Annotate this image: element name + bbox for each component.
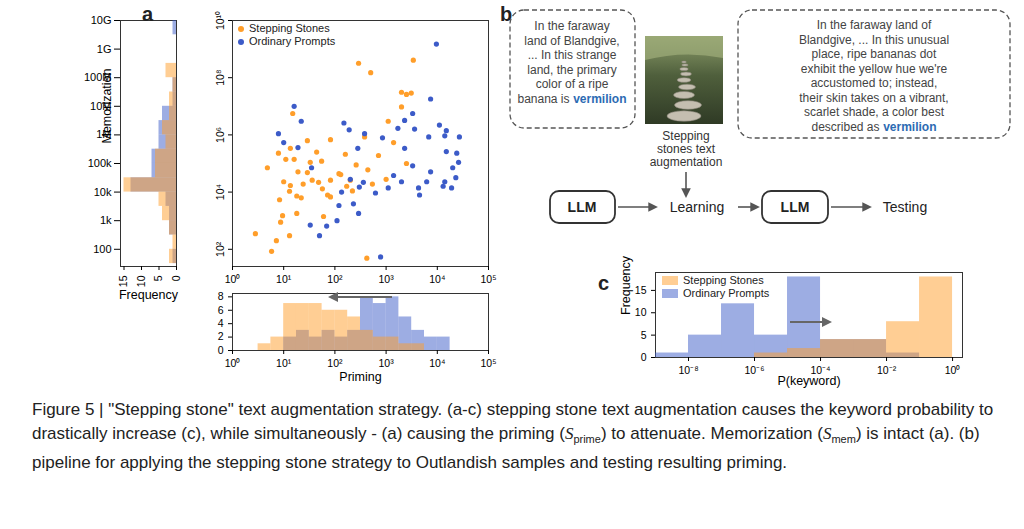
- svg-text:P(keyword): P(keyword): [777, 374, 840, 388]
- svg-text:10¹: 10¹: [276, 273, 292, 285]
- svg-text:Steppingstones textaugmentatio: Steppingstones textaugmentation: [650, 129, 723, 169]
- svg-text:10⁴: 10⁴: [429, 357, 445, 369]
- svg-text:2: 2: [218, 330, 224, 342]
- svg-text:100: 100: [93, 243, 111, 255]
- svg-text:0: 0: [170, 275, 182, 281]
- svg-text:LLM: LLM: [568, 199, 597, 215]
- svg-text:100k: 100k: [88, 157, 112, 169]
- svg-text:Testing: Testing: [883, 199, 927, 215]
- svg-text:10⁰: 10⁰: [945, 364, 961, 376]
- svg-text:10²: 10²: [327, 357, 343, 369]
- svg-text:a: a: [142, 3, 154, 25]
- svg-text:10: 10: [135, 275, 147, 287]
- svg-text:10⁵: 10⁵: [480, 273, 496, 285]
- svg-text:10k: 10k: [94, 186, 112, 198]
- svg-text:5: 5: [152, 275, 164, 281]
- svg-text:LLM: LLM: [781, 199, 810, 215]
- svg-text:0: 0: [641, 351, 647, 363]
- svg-text:15: 15: [635, 284, 647, 296]
- svg-text:10²: 10²: [214, 241, 226, 257]
- svg-text:10: 10: [635, 306, 647, 318]
- svg-text:Priming: Priming: [339, 370, 381, 384]
- svg-text:In the faraway land ofBlandgiv: In the faraway land ofBlandgive, ... In …: [799, 18, 949, 134]
- svg-text:0: 0: [218, 344, 224, 356]
- svg-text:10⁰: 10⁰: [225, 357, 241, 369]
- svg-text:4: 4: [218, 317, 224, 329]
- svg-text:10⁻²: 10⁻²: [877, 364, 897, 376]
- svg-text:8: 8: [218, 290, 224, 302]
- svg-text:6: 6: [218, 304, 224, 316]
- svg-text:10⁴: 10⁴: [429, 273, 445, 285]
- svg-text:1G: 1G: [97, 43, 112, 55]
- svg-text:15: 15: [117, 275, 129, 287]
- svg-text:10⁵: 10⁵: [480, 357, 496, 369]
- svg-text:10⁸: 10⁸: [214, 70, 226, 86]
- svg-text:10⁻⁸: 10⁻⁸: [678, 364, 698, 376]
- svg-text:10⁻⁶: 10⁻⁶: [745, 364, 765, 376]
- svg-text:10⁶: 10⁶: [214, 127, 226, 143]
- svg-text:10³: 10³: [379, 357, 395, 369]
- svg-text:Frequency: Frequency: [119, 288, 179, 302]
- svg-text:10²: 10²: [327, 273, 343, 285]
- svg-text:Memorization: Memorization: [100, 68, 114, 143]
- svg-text:10³: 10³: [379, 273, 395, 285]
- svg-text:10⁴: 10⁴: [214, 184, 226, 200]
- svg-text:10G: 10G: [91, 14, 112, 26]
- svg-text:10¹⁰: 10¹⁰: [214, 11, 226, 30]
- svg-text:b: b: [500, 3, 512, 25]
- svg-text:In the farawayland of Blandgiv: In the farawayland of Blandgive,... In t…: [517, 19, 626, 106]
- svg-text:10⁰: 10⁰: [225, 273, 241, 285]
- svg-text:1k: 1k: [100, 214, 112, 226]
- svg-text:Frequency: Frequency: [619, 255, 633, 315]
- svg-text:5: 5: [641, 328, 647, 340]
- svg-text:Learning: Learning: [670, 199, 725, 215]
- svg-text:c: c: [598, 272, 609, 294]
- svg-text:10¹: 10¹: [276, 357, 292, 369]
